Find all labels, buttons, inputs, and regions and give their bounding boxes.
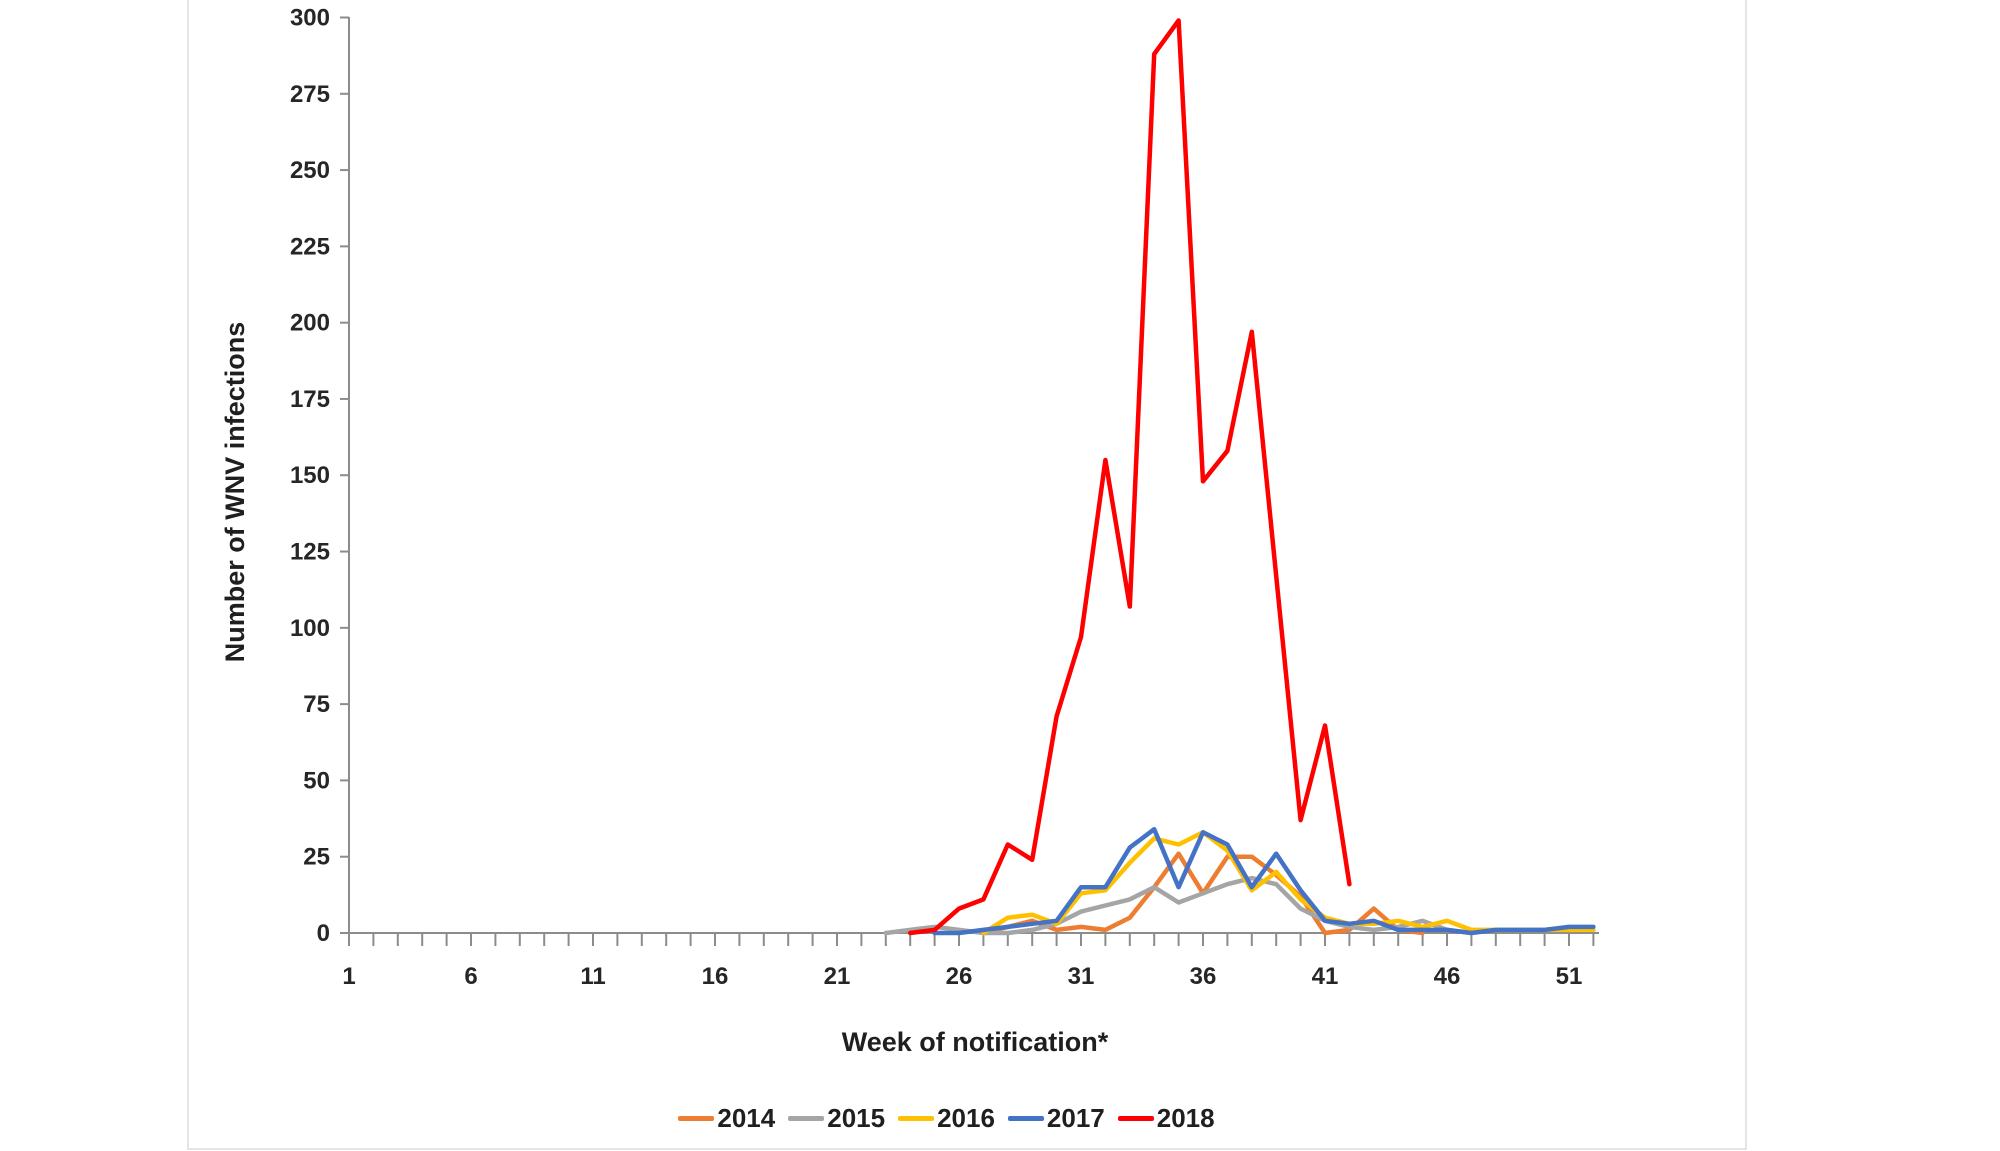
- x-tick-label: 16: [702, 963, 729, 990]
- y-tick-label: 0: [317, 920, 330, 947]
- legend-item-2017: 2017: [1007, 1103, 1105, 1134]
- legend-item-2014: 2014: [678, 1103, 775, 1134]
- y-tick-label: 275: [290, 81, 330, 108]
- x-tick-label: 6: [464, 963, 477, 990]
- legend-swatch-2018: [1117, 1116, 1154, 1121]
- legend-label: 2015: [827, 1103, 886, 1133]
- y-tick-label: 50: [303, 767, 330, 794]
- y-tick-label: 250: [290, 157, 330, 184]
- legend-label: 2017: [1046, 1103, 1105, 1133]
- legend-swatch-2014: [678, 1116, 715, 1121]
- legend-item-2015: 2015: [788, 1103, 885, 1134]
- x-tick-label: 41: [1312, 963, 1339, 990]
- x-tick-label: 46: [1434, 963, 1461, 990]
- series-line-2018: [907, 18, 1352, 936]
- x-axis-title: Week of notification*: [842, 1027, 1109, 1057]
- legend-item-2018: 2018: [1117, 1103, 1215, 1134]
- legend-swatch-2015: [788, 1116, 825, 1121]
- y-tick-label: 225: [290, 233, 330, 260]
- x-tick-label: 26: [946, 963, 973, 990]
- x-tick-label: 11: [580, 963, 605, 990]
- series-line-2016: [981, 830, 1596, 936]
- x-tick-label: 31: [1068, 963, 1095, 990]
- y-tick-label: 25: [303, 844, 330, 871]
- legend-item-2016: 2016: [898, 1103, 995, 1134]
- x-tick-label: 21: [824, 963, 851, 990]
- y-tick-label: 150: [290, 462, 330, 489]
- legend-label: 2016: [937, 1103, 995, 1133]
- y-tick-label: 175: [290, 386, 330, 413]
- x-tick-label: 1: [342, 963, 355, 990]
- y-tick-label: 100: [290, 615, 330, 642]
- y-tick-label: 200: [290, 310, 330, 337]
- x-tick-label: 51: [1556, 963, 1583, 990]
- legend-swatch-2017: [1007, 1116, 1044, 1121]
- y-tick-label: 75: [303, 691, 330, 718]
- legend-label: 2014: [717, 1103, 776, 1133]
- series-line-2017: [932, 826, 1596, 936]
- y-axis-title: Number of WNV infections: [220, 322, 250, 663]
- legend-label: 2018: [1156, 1103, 1215, 1133]
- legend: 2014 2015 2016 2017 2018: [349, 1103, 1544, 1134]
- y-tick-label: 300: [290, 4, 330, 31]
- y-tick-label: 125: [290, 539, 330, 566]
- legend-swatch-2016: [898, 1116, 935, 1121]
- x-tick-label: 36: [1190, 963, 1217, 990]
